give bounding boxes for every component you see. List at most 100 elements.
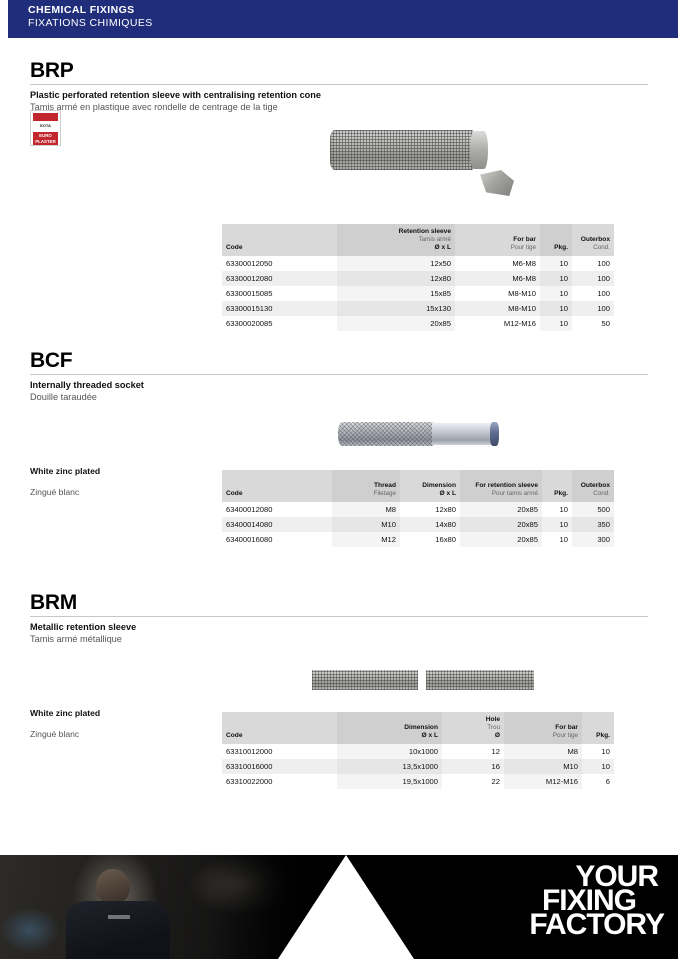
cell-pkg: 10 <box>582 759 614 774</box>
table-bcf: Code Thread Filetage Dimension Ø x L For… <box>222 470 614 547</box>
section-description-fr: Tamis armé métallique <box>30 634 122 644</box>
slogan-line-2: FIXING <box>541 884 637 917</box>
cell-code: 63300015130 <box>222 301 337 316</box>
col-header-outerbox: Outerbox Cond. <box>572 470 614 502</box>
page-header-band: CHEMICAL FIXINGS FIXATIONS CHIMIQUES <box>8 0 678 38</box>
col-header-for-bar: For bar Pour tige <box>455 224 540 256</box>
slogan-line-3: FACTORY <box>529 908 665 941</box>
cell-pkg: 10 <box>542 532 572 547</box>
header-title-en: CHEMICAL FIXINGS <box>28 4 135 16</box>
cell-code: 63300015085 <box>222 286 337 301</box>
cell-for-bar: M10 <box>504 759 582 774</box>
header-title-fr: FIXATIONS CHIMIQUES <box>28 17 153 29</box>
bcf-knurled-body <box>338 422 436 446</box>
cell-hole: 12 <box>442 744 504 759</box>
col-header-code: Code <box>222 224 337 256</box>
cell-dimension: 10x1000 <box>337 744 442 759</box>
table-header-row: Code Dimension Ø x L Hole Trou Ø For bar… <box>222 712 614 744</box>
cell-pkg: 10 <box>540 316 572 331</box>
section-description-fr: Douille taraudée <box>30 392 97 402</box>
cell-outerbox: 500 <box>572 502 614 517</box>
table-header-row: Code Thread Filetage Dimension Ø x L For… <box>222 470 614 502</box>
cell-for-bar: M12-M16 <box>455 316 540 331</box>
badge-euro-label: EURO PLASTER <box>33 132 58 145</box>
brp-sleeve-collar <box>470 131 488 169</box>
section-code-brp: BRP <box>30 59 74 82</box>
col-header-hole: Hole Trou Ø <box>442 712 504 744</box>
cell-sleeve: 12x80 <box>337 271 455 286</box>
table-brp: Code Retention sleeve Tamis armé Ø x L F… <box>222 224 614 331</box>
finish-label-fr: Zingué blanc <box>30 487 80 497</box>
worker-head-graphic <box>96 869 130 905</box>
cell-pkg: 10 <box>582 744 614 759</box>
finish-label-bcf: White zinc plated Zingué blanc <box>30 466 200 497</box>
header-title-group: CHEMICAL FIXINGS FIXATIONS CHIMIQUES <box>28 4 153 30</box>
finish-label-en: White zinc plated <box>30 466 101 476</box>
cell-outerbox: 50 <box>572 316 614 331</box>
cell-hole: 22 <box>442 774 504 789</box>
cell-dimension: 13,5x1000 <box>337 759 442 774</box>
table-row: 63310016000 13,5x1000 16 M10 10 <box>222 759 614 774</box>
cell-outerbox: 100 <box>572 286 614 301</box>
finish-label-brm: White zinc plated Zingué blanc <box>30 708 200 739</box>
col-header-dimension: Dimension Ø x L <box>400 470 460 502</box>
page-footer: 60 FRIULSIDER YOUR FIXING FACTORY <box>0 855 678 959</box>
table-row: 63300015130 15x130 M8-M10 10 100 <box>222 301 614 316</box>
section-bcf: BCF Internally threaded socket Douille t… <box>30 350 648 403</box>
cell-code: 63400016080 <box>222 532 332 547</box>
cell-for-retention-sleeve: 20x85 <box>460 532 542 547</box>
cell-thread: M10 <box>332 517 400 532</box>
cell-sleeve: 20x85 <box>337 316 455 331</box>
table-row: 63310022000 19,5x1000 22 M12-M16 6 <box>222 774 614 789</box>
section-description-en: Plastic perforated retention sleeve with… <box>30 90 322 100</box>
table-header-row: Code Retention sleeve Tamis armé Ø x L F… <box>222 224 614 256</box>
col-header-pkg: Pkg. <box>542 470 572 502</box>
cell-code: 63400012080 <box>222 502 332 517</box>
table-row: 63400012080 M8 12x80 20x85 10 500 <box>222 502 614 517</box>
cell-thread: M12 <box>332 532 400 547</box>
table-row: 63400014080 M10 14x80 20x85 10 350 <box>222 517 614 532</box>
cell-for-bar: M6-M8 <box>455 256 540 271</box>
brm-sleeve-left <box>312 670 418 690</box>
section-brm: BRM Metallic retention sleeve Tamis armé… <box>30 592 648 645</box>
section-code-brm: BRM <box>30 591 77 614</box>
product-image-bcf <box>338 422 500 446</box>
table-brm: Code Dimension Ø x L Hole Trou Ø For bar… <box>222 712 614 789</box>
table-row: 63400016080 M12 16x80 20x85 10 300 <box>222 532 614 547</box>
cell-pkg: 10 <box>542 517 572 532</box>
section-description-en: Internally threaded socket <box>30 380 144 390</box>
cell-outerbox: 100 <box>572 301 614 316</box>
cell-dimension: 16x80 <box>400 532 460 547</box>
cell-pkg: 10 <box>540 301 572 316</box>
cell-outerbox: 300 <box>572 532 614 547</box>
cell-pkg: 10 <box>540 256 572 271</box>
cell-dimension: 19,5x1000 <box>337 774 442 789</box>
cell-outerbox: 100 <box>572 271 614 286</box>
col-header-dimension: Dimension Ø x L <box>337 712 442 744</box>
slogan-line-1: YOUR <box>575 860 659 893</box>
cell-dimension: 12x80 <box>400 502 460 517</box>
col-header-code: Code <box>222 470 332 502</box>
section-divider <box>30 374 648 375</box>
cell-thread: M8 <box>332 502 400 517</box>
bcf-smooth-body <box>432 423 494 445</box>
certification-badge-icon: EOTA EURO PLASTER <box>30 110 61 146</box>
cell-hole: 16 <box>442 759 504 774</box>
section-description-en: Metallic retention sleeve <box>30 622 137 632</box>
cell-dimension: 14x80 <box>400 517 460 532</box>
cell-code: 63310022000 <box>222 774 337 789</box>
cell-for-bar: M8-M10 <box>455 301 540 316</box>
col-header-pkg: Pkg. <box>540 224 572 256</box>
bcf-end-ring <box>490 422 499 446</box>
cell-for-bar: M8 <box>504 744 582 759</box>
cell-for-retention-sleeve: 20x85 <box>460 517 542 532</box>
cell-for-bar: M8-M10 <box>455 286 540 301</box>
table-row: 63300020085 20x85 M12-M16 10 50 <box>222 316 614 331</box>
section-divider <box>30 616 648 617</box>
cell-pkg: 10 <box>542 502 572 517</box>
product-image-brp <box>330 122 530 202</box>
section-divider <box>30 84 648 85</box>
badge-top-bar <box>33 113 58 121</box>
col-header-outerbox: Outerbox Cond. <box>572 224 614 256</box>
product-image-brm <box>312 668 534 692</box>
